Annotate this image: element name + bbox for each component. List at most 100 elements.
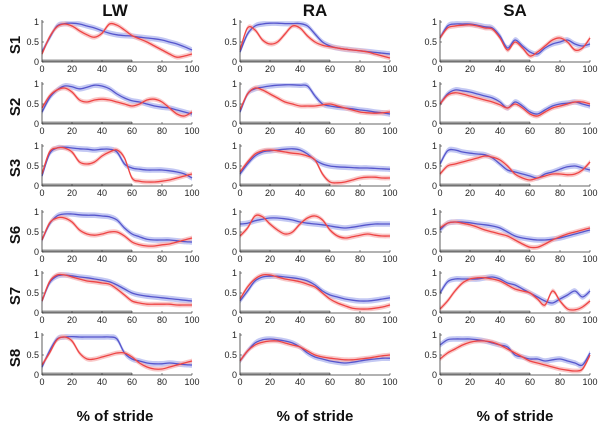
y-tick-label: 1	[34, 79, 39, 89]
x-tick-label: 80	[157, 315, 167, 325]
x-tick-label: 100	[582, 377, 597, 387]
line-series-a	[439, 89, 591, 115]
column-header-lw: LW	[102, 1, 128, 20]
band-series-a	[42, 144, 192, 181]
x-tick-label: 80	[157, 126, 167, 136]
y-tick-label: 1	[232, 268, 237, 278]
x-tick-label: 20	[265, 188, 275, 198]
x-tick-label: 80	[555, 315, 565, 325]
x-tick-label: 40	[97, 188, 107, 198]
line-series-a	[439, 148, 591, 179]
panel-s7-sa: 0 0.5 1 0 20 40 60 80 100	[424, 268, 597, 325]
y-tick-label: 0	[34, 181, 39, 191]
x-tick-label: 60	[325, 64, 335, 74]
y-tick-label: 0.5	[424, 161, 437, 171]
x-tick-label: 20	[67, 315, 77, 325]
x-tick-label: 100	[184, 64, 199, 74]
row-header-s7: S7	[7, 287, 24, 305]
x-tick-label: 80	[355, 126, 365, 136]
panel-s2-sa: 0 0.5 1 0 20 40 60 80 100	[424, 79, 597, 136]
x-tick-label: 0	[437, 188, 442, 198]
x-tick-label: 40	[495, 377, 505, 387]
line-series-b	[41, 146, 193, 183]
stance-bar	[240, 121, 330, 124]
y-tick-label: 0.5	[224, 99, 237, 109]
x-tick-label: 40	[295, 126, 305, 136]
x-tick-label: 80	[355, 254, 365, 264]
x-tick-label: 80	[355, 188, 365, 198]
stance-bar	[440, 59, 530, 62]
x-tick-label: 20	[67, 126, 77, 136]
x-axis-label-lw: % of stride	[77, 408, 154, 425]
y-tick-label: 1	[432, 268, 437, 278]
line-series-a	[439, 221, 591, 241]
x-tick-label: 60	[525, 188, 535, 198]
x-tick-label: 60	[525, 126, 535, 136]
x-tick-label: 40	[295, 254, 305, 264]
y-tick-label: 0.5	[424, 227, 437, 237]
x-tick-label: 60	[325, 377, 335, 387]
line-series-b	[239, 87, 391, 114]
band-series-a	[440, 274, 590, 306]
y-tick-label: 0	[432, 247, 437, 257]
band-series-a	[440, 21, 590, 57]
x-tick-label: 100	[184, 126, 199, 136]
stance-bar	[42, 183, 132, 186]
x-tick-label: 100	[582, 254, 597, 264]
column-header-ra: RA	[303, 1, 328, 20]
x-tick-label: 80	[157, 254, 167, 264]
y-tick-label: 0.5	[224, 227, 237, 237]
x-tick-label: 80	[157, 64, 167, 74]
x-tick-label: 100	[184, 377, 199, 387]
y-tick-label: 1	[34, 17, 39, 27]
x-tick-label: 100	[184, 315, 199, 325]
line-series-a	[439, 276, 591, 304]
y-tick-label: 0.5	[26, 227, 39, 237]
y-tick-label: 1	[34, 207, 39, 217]
line-series-a	[239, 275, 391, 302]
line-series-a	[41, 213, 193, 243]
x-tick-label: 80	[157, 188, 167, 198]
y-tick-label: 1	[232, 207, 237, 217]
x-tick-label: 80	[555, 188, 565, 198]
row-header-s2: S2	[7, 98, 24, 116]
x-tick-label: 60	[525, 315, 535, 325]
stance-bar	[240, 59, 330, 62]
line-series-b	[439, 221, 591, 249]
y-tick-label: 0	[34, 370, 39, 380]
x-axis-label-sa: % of stride	[477, 408, 554, 425]
line-series-b	[439, 155, 591, 181]
x-tick-label: 80	[555, 126, 565, 136]
x-tick-label: 80	[355, 377, 365, 387]
x-tick-label: 40	[295, 315, 305, 325]
x-tick-label: 60	[325, 126, 335, 136]
stance-bar	[42, 249, 132, 252]
row-header-s8: S8	[7, 349, 24, 367]
line-series-a	[439, 338, 591, 367]
x-tick-label: 0	[39, 64, 44, 74]
y-tick-label: 0.5	[26, 99, 39, 109]
x-tick-label: 100	[382, 188, 397, 198]
x-tick-label: 80	[555, 377, 565, 387]
x-tick-label: 20	[465, 315, 475, 325]
x-tick-label: 20	[465, 188, 475, 198]
x-tick-label: 40	[495, 188, 505, 198]
y-tick-label: 0.5	[424, 350, 437, 360]
band-series-a	[42, 272, 192, 304]
stance-bar	[42, 121, 132, 124]
panel-s3-ra: 0 0.5 1 0 20 40 60 80 100	[224, 141, 397, 198]
y-tick-label: 0.5	[424, 99, 437, 109]
x-tick-label: 0	[437, 377, 442, 387]
band-series-b	[440, 275, 590, 313]
x-tick-label: 60	[525, 64, 535, 74]
line-series-b	[239, 25, 391, 59]
x-tick-label: 80	[355, 315, 365, 325]
x-tick-label: 0	[237, 254, 242, 264]
line-series-a	[239, 338, 391, 364]
line-series-a	[41, 146, 193, 179]
x-tick-label: 40	[495, 126, 505, 136]
stance-bar	[42, 372, 132, 375]
x-tick-label: 60	[127, 64, 137, 74]
line-series-b	[239, 149, 391, 184]
